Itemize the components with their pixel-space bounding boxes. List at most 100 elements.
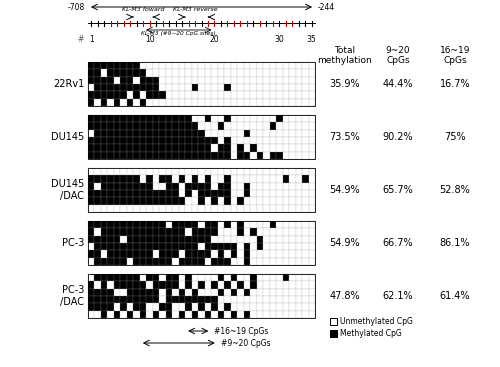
Bar bbox=[160, 205, 166, 212]
Text: 16.7%: 16.7% bbox=[440, 79, 470, 89]
Bar bbox=[186, 99, 192, 106]
Text: 66.7%: 66.7% bbox=[382, 238, 414, 248]
Bar bbox=[263, 115, 270, 122]
Bar bbox=[218, 281, 224, 289]
Bar bbox=[276, 258, 282, 265]
Bar bbox=[256, 250, 263, 258]
Bar bbox=[192, 236, 198, 243]
Bar bbox=[289, 258, 296, 265]
Bar bbox=[186, 77, 192, 84]
Bar bbox=[120, 115, 127, 122]
Bar bbox=[263, 190, 270, 197]
Bar bbox=[198, 69, 204, 77]
Bar bbox=[166, 236, 172, 243]
Bar bbox=[114, 137, 120, 144]
Bar bbox=[114, 250, 120, 258]
Bar bbox=[296, 197, 302, 205]
Bar bbox=[289, 289, 296, 296]
Bar bbox=[237, 175, 244, 183]
Bar bbox=[146, 77, 153, 84]
Bar bbox=[244, 274, 250, 281]
Bar bbox=[230, 69, 237, 77]
Bar bbox=[127, 130, 134, 137]
Bar bbox=[153, 99, 160, 106]
Bar bbox=[302, 115, 308, 122]
Bar bbox=[204, 122, 211, 130]
Bar bbox=[296, 258, 302, 265]
Bar bbox=[282, 152, 289, 159]
Bar bbox=[160, 190, 166, 197]
Bar bbox=[186, 236, 192, 243]
Bar bbox=[263, 168, 270, 175]
Bar bbox=[134, 311, 140, 318]
Bar bbox=[211, 289, 218, 296]
Bar bbox=[230, 190, 237, 197]
Text: Total
methylation: Total methylation bbox=[318, 46, 372, 65]
Bar bbox=[120, 175, 127, 183]
Bar bbox=[204, 258, 211, 265]
Bar bbox=[94, 296, 101, 304]
Bar bbox=[270, 289, 276, 296]
Bar bbox=[250, 84, 256, 91]
Bar bbox=[120, 250, 127, 258]
Bar bbox=[308, 168, 315, 175]
Bar bbox=[282, 122, 289, 130]
Bar bbox=[250, 144, 256, 152]
Bar bbox=[276, 228, 282, 236]
Bar bbox=[88, 274, 315, 318]
Bar bbox=[160, 62, 166, 69]
Bar bbox=[140, 84, 146, 91]
Bar bbox=[218, 274, 224, 281]
Bar bbox=[289, 130, 296, 137]
Bar bbox=[166, 296, 172, 304]
Bar bbox=[211, 168, 218, 175]
Bar bbox=[192, 152, 198, 159]
Bar bbox=[179, 168, 186, 175]
Bar bbox=[256, 137, 263, 144]
Bar bbox=[179, 205, 186, 212]
Bar bbox=[308, 250, 315, 258]
Bar bbox=[101, 152, 107, 159]
Bar bbox=[211, 122, 218, 130]
Bar bbox=[153, 296, 160, 304]
Bar bbox=[166, 205, 172, 212]
Text: 54.9%: 54.9% bbox=[330, 238, 360, 248]
Bar bbox=[224, 84, 230, 91]
Bar bbox=[108, 250, 114, 258]
Bar bbox=[88, 221, 94, 228]
Bar bbox=[127, 236, 134, 243]
Bar bbox=[153, 197, 160, 205]
Bar bbox=[114, 152, 120, 159]
Bar bbox=[101, 130, 107, 137]
Bar bbox=[198, 183, 204, 190]
Bar bbox=[289, 197, 296, 205]
Bar bbox=[127, 289, 134, 296]
Text: 47.8%: 47.8% bbox=[330, 291, 360, 301]
Bar bbox=[211, 99, 218, 106]
Bar bbox=[186, 122, 192, 130]
Bar bbox=[330, 330, 337, 337]
Bar bbox=[160, 99, 166, 106]
Bar bbox=[114, 183, 120, 190]
Bar bbox=[198, 250, 204, 258]
Bar bbox=[146, 175, 153, 183]
Bar bbox=[256, 183, 263, 190]
Bar bbox=[302, 304, 308, 311]
Bar bbox=[250, 311, 256, 318]
Bar bbox=[302, 91, 308, 99]
Bar bbox=[230, 152, 237, 159]
Bar bbox=[296, 175, 302, 183]
Bar bbox=[134, 289, 140, 296]
Bar bbox=[270, 152, 276, 159]
Bar bbox=[276, 296, 282, 304]
Bar bbox=[296, 228, 302, 236]
Bar bbox=[263, 84, 270, 91]
Bar bbox=[270, 168, 276, 175]
Bar bbox=[244, 137, 250, 144]
Bar bbox=[289, 296, 296, 304]
Bar bbox=[218, 62, 224, 69]
Bar bbox=[263, 258, 270, 265]
Bar bbox=[218, 152, 224, 159]
Bar bbox=[218, 304, 224, 311]
Bar bbox=[237, 190, 244, 197]
